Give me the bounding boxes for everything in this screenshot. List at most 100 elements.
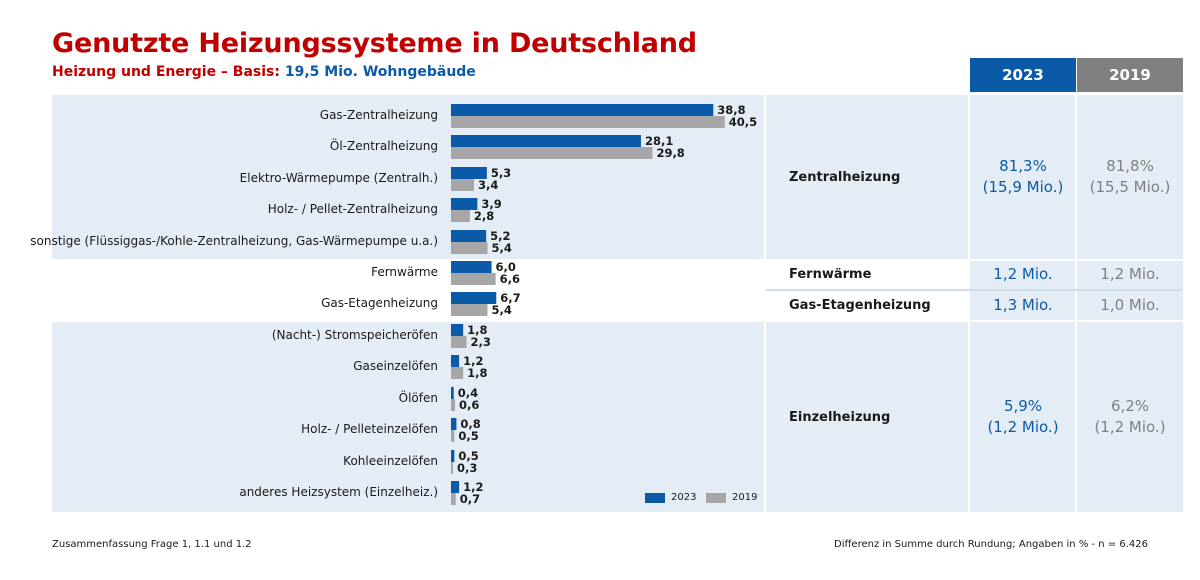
bar-2019-4 xyxy=(451,242,488,254)
category-label: Gaseinzelöfen xyxy=(353,359,438,373)
bar-label-2019-2: 3,4 xyxy=(478,178,498,192)
category-label: Holz- / Pelleteinzelöfen xyxy=(301,422,438,436)
bar-label-2019-1: 29,8 xyxy=(656,146,684,160)
bar-2019-11 xyxy=(451,462,454,474)
bar-label-2023-6: 6,7 xyxy=(500,291,520,305)
group-value-2019-fernwaerme: 1,2 Mio. xyxy=(1100,265,1160,283)
group-value-2023-einzelheizung: 5,9% (1,2 Mio.) xyxy=(970,396,1076,438)
bar-label-2019-9: 0,6 xyxy=(459,398,479,412)
bar-label-2019-8: 1,8 xyxy=(467,366,487,380)
category-label: anderes Heizsystem (Einzelheiz.) xyxy=(239,485,438,499)
row-divider xyxy=(766,289,1183,291)
bar-2019-0 xyxy=(451,116,725,128)
bar-2023-1 xyxy=(451,135,641,147)
category-label: Gas-Etagenheizung xyxy=(321,296,438,310)
group-value-2023-fernwaerme: 1,2 Mio. xyxy=(993,265,1053,283)
group-value-2019-zentralheizung: 81,8% (15,5 Mio.) xyxy=(1077,156,1183,198)
bar-2023-0 xyxy=(451,104,714,116)
group-count: (1,2 Mio.) xyxy=(1094,418,1166,436)
bar-2019-2 xyxy=(451,179,474,191)
page-title: Genutzte Heizungssysteme in Deutschland xyxy=(52,28,697,59)
category-label: Kohleeinzelöfen xyxy=(343,454,438,468)
page-subtitle: Heizung und Energie – Basis: 19,5 Mio. W… xyxy=(52,64,476,80)
bar-2023-6 xyxy=(451,292,497,304)
bar-label-2023-5: 6,0 xyxy=(496,260,516,274)
category-label: Fernwärme xyxy=(371,265,438,279)
group-count: (1,2 Mio.) xyxy=(987,418,1059,436)
bar-label-2019-4: 5,4 xyxy=(492,241,512,255)
group-value-2023-gas-etagenheizung: 1,3 Mio. xyxy=(993,296,1053,314)
bar-2019-8 xyxy=(451,367,464,379)
group-share: 5,9% xyxy=(1003,397,1043,415)
footer-source-note: Zusammenfassung Frage 1, 1.1 und 1.2 xyxy=(52,539,252,550)
group-label-zentralheizung: Zentralheizung xyxy=(789,170,901,185)
bar-label-2023-10: 0,8 xyxy=(460,417,480,431)
category-label: (Nacht-) Stromspeicheröfen xyxy=(271,328,438,342)
category-label: sonstige (Flüssiggas-/Kohle-Zentralheizu… xyxy=(30,234,438,248)
bar-2023-4 xyxy=(451,230,487,242)
bar-label-2023-1: 28,1 xyxy=(645,134,673,148)
bar-2023-8 xyxy=(451,355,460,367)
legend-label-2023: 2023 xyxy=(671,492,697,503)
group-label-gas-etagenheizung: Gas-Etagenheizung xyxy=(789,298,931,313)
legend-item-2019: 2019 xyxy=(706,492,757,503)
legend-swatch-2023 xyxy=(645,492,665,503)
bar-2019-6 xyxy=(451,304,488,316)
bar-label-2023-0: 38,8 xyxy=(717,103,745,117)
category-label: Ölöfen xyxy=(398,391,438,405)
bar-2023-12 xyxy=(451,481,460,493)
group-share: 6,2% xyxy=(1110,397,1150,415)
bar-label-2019-11: 0,3 xyxy=(457,461,477,475)
legend-item-2023: 2023 xyxy=(645,492,696,503)
column-divider xyxy=(764,95,766,512)
column-divider xyxy=(1075,95,1077,512)
bar-2019-10 xyxy=(451,430,455,442)
column-header-2019: 2019 xyxy=(1077,58,1183,92)
bar-label-2019-12: 0,7 xyxy=(460,492,480,506)
bar-label-2023-7: 1,8 xyxy=(467,323,487,337)
subtitle-basis-value: 19,5 Mio. Wohngebäude xyxy=(284,64,476,80)
group-share: 81,3% xyxy=(999,157,1047,175)
bar-2019-1 xyxy=(451,147,653,159)
bar-2019-5 xyxy=(451,273,496,285)
group-count: (15,5 Mio.) xyxy=(1089,178,1171,196)
bar-2023-9 xyxy=(451,387,454,399)
bar-2019-9 xyxy=(451,399,456,411)
category-label: Öl-Zentralheizung xyxy=(329,139,438,153)
group-value-2023-zentralheizung: 81,3% (15,9 Mio.) xyxy=(970,156,1076,198)
bar-label-2023-12: 1,2 xyxy=(463,480,483,494)
subtitle-basis-label: Heizung und Energie – Basis: xyxy=(52,64,280,80)
bar-label-2023-4: 5,2 xyxy=(490,229,510,243)
group-label-einzelheizung: Einzelheizung xyxy=(789,410,891,425)
group-count: (15,9 Mio.) xyxy=(982,178,1064,196)
group-value-2019-gas-etagenheizung: 1,0 Mio. xyxy=(1100,296,1160,314)
bar-label-2019-0: 40,5 xyxy=(729,115,757,129)
bar-2019-3 xyxy=(451,210,470,222)
legend-swatch-2019 xyxy=(706,492,726,503)
footer-rounding-note: Differenz in Summe durch Rundung; Angabe… xyxy=(834,539,1148,550)
bar-label-2023-11: 0,5 xyxy=(458,449,478,463)
group-value-2019-einzelheizung: 6,2% (1,2 Mio.) xyxy=(1077,396,1183,438)
bar-label-2019-5: 6,6 xyxy=(500,272,520,286)
bar-label-2019-10: 0,5 xyxy=(458,429,478,443)
bar-2023-5 xyxy=(451,261,492,273)
group-share: 81,8% xyxy=(1106,157,1154,175)
bar-label-2023-2: 5,3 xyxy=(491,166,511,180)
category-label: Holz- / Pellet-Zentralheizung xyxy=(267,202,438,216)
column-header-2023: 2023 xyxy=(970,58,1076,92)
bar-2023-2 xyxy=(451,167,487,179)
legend-label-2019: 2019 xyxy=(732,492,758,503)
bar-label-2023-8: 1,2 xyxy=(463,354,483,368)
bar-2023-10 xyxy=(451,418,457,430)
category-label: Elektro-Wärmepumpe (Zentralh.) xyxy=(239,171,438,185)
bar-label-2019-6: 5,4 xyxy=(492,303,512,317)
column-divider xyxy=(968,95,970,512)
band-einzelheizung xyxy=(52,322,1183,512)
bar-2023-11 xyxy=(451,450,455,462)
bar-label-2019-3: 2,8 xyxy=(474,209,494,223)
group-label-fernwaerme: Fernwärme xyxy=(789,267,872,282)
bar-2019-7 xyxy=(451,336,467,348)
bar-label-2019-7: 2,3 xyxy=(471,335,491,349)
category-label: Gas-Zentralheizung xyxy=(319,108,438,122)
